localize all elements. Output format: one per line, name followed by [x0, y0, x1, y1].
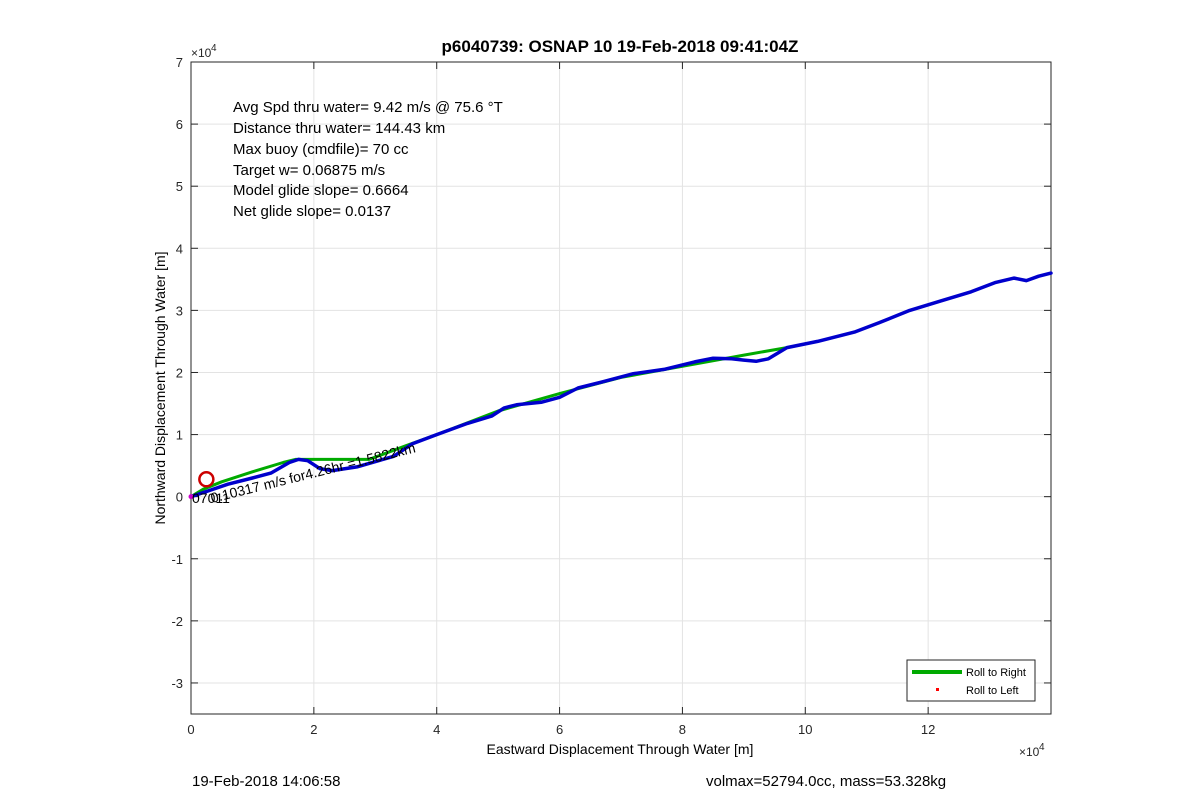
x-multiplier-base: ×10	[1019, 745, 1040, 759]
x-tick-label: 2	[310, 722, 317, 737]
y-tick-label: -2	[171, 614, 183, 629]
y-tick-label: 1	[176, 428, 183, 443]
y-tick-label: 6	[176, 117, 183, 132]
y-tick-label: -1	[171, 552, 183, 567]
x-axis-label: Eastward Displacement Through Water [m]	[487, 741, 754, 757]
y-tick-label: 0	[176, 490, 183, 505]
x-tick-label: 10	[798, 722, 812, 737]
legend-box	[906, 659, 1036, 702]
y-multiplier-exponent: 4	[211, 43, 217, 54]
surface-marker	[198, 471, 215, 488]
annotation-distance: Distance thru water= 144.43 km	[233, 120, 445, 137]
y-axis-label: Northward Displacement Through Water [m]	[152, 251, 168, 524]
y-tick-label: 2	[176, 365, 183, 380]
annotation-model-glide: Model glide slope= 0.6664	[233, 182, 409, 199]
x-tick-label: 8	[679, 722, 686, 737]
plot-frame	[190, 61, 1052, 715]
x-tick-label: 0	[187, 722, 194, 737]
annotation-avg-speed: Avg Spd thru water= 9.42 m/s @ 75.6 °T	[233, 99, 503, 116]
marker-layer	[188, 471, 215, 500]
x-tick-label: 12	[921, 722, 935, 737]
y-tick-label: 5	[176, 179, 183, 194]
y-multiplier-base: ×10	[191, 46, 212, 60]
annotation-net-glide: Net glide slope= 0.0137	[233, 203, 391, 220]
start-point	[188, 494, 194, 500]
footer-timestamp: 19-Feb-2018 14:06:58	[192, 773, 341, 790]
x-tick-label: 6	[556, 722, 563, 737]
legend-swatch-roll-left	[936, 688, 939, 691]
y-axis-multiplier: ×10 4	[191, 43, 217, 60]
x-tick-label: 4	[433, 722, 440, 737]
legend-label-roll-right: Roll to Right	[966, 667, 1026, 679]
annotation-max-buoy: Max buoy (cmdfile)= 70 cc	[233, 141, 409, 158]
x-axis-multiplier: ×10 4	[1019, 742, 1045, 759]
annotation-target-w: Target w= 0.06875 m/s	[233, 162, 385, 179]
chart-title: p6040739: OSNAP 10 19-Feb-2018 09:41:04Z	[442, 37, 799, 56]
x-multiplier-exponent: 4	[1039, 742, 1045, 753]
legend: Roll to Right Roll to Left	[906, 659, 1036, 702]
y-tick-label: 4	[176, 241, 183, 256]
stats-annotation: Avg Spd thru water= 9.42 m/s @ 75.6 °T D…	[233, 99, 503, 220]
legend-label-roll-left: Roll to Left	[966, 685, 1019, 697]
plot-area	[191, 62, 1051, 714]
footer-summary: volmax=52794.0cc, mass=53.328kg	[706, 773, 947, 790]
y-tick-label: 3	[176, 303, 183, 318]
trajectory-line	[189, 271, 1053, 499]
y-tick-label: 7	[176, 55, 183, 70]
y-tick-label: -3	[171, 676, 183, 691]
series-layer	[189, 271, 1053, 499]
overlap-label: 07011	[192, 490, 230, 506]
